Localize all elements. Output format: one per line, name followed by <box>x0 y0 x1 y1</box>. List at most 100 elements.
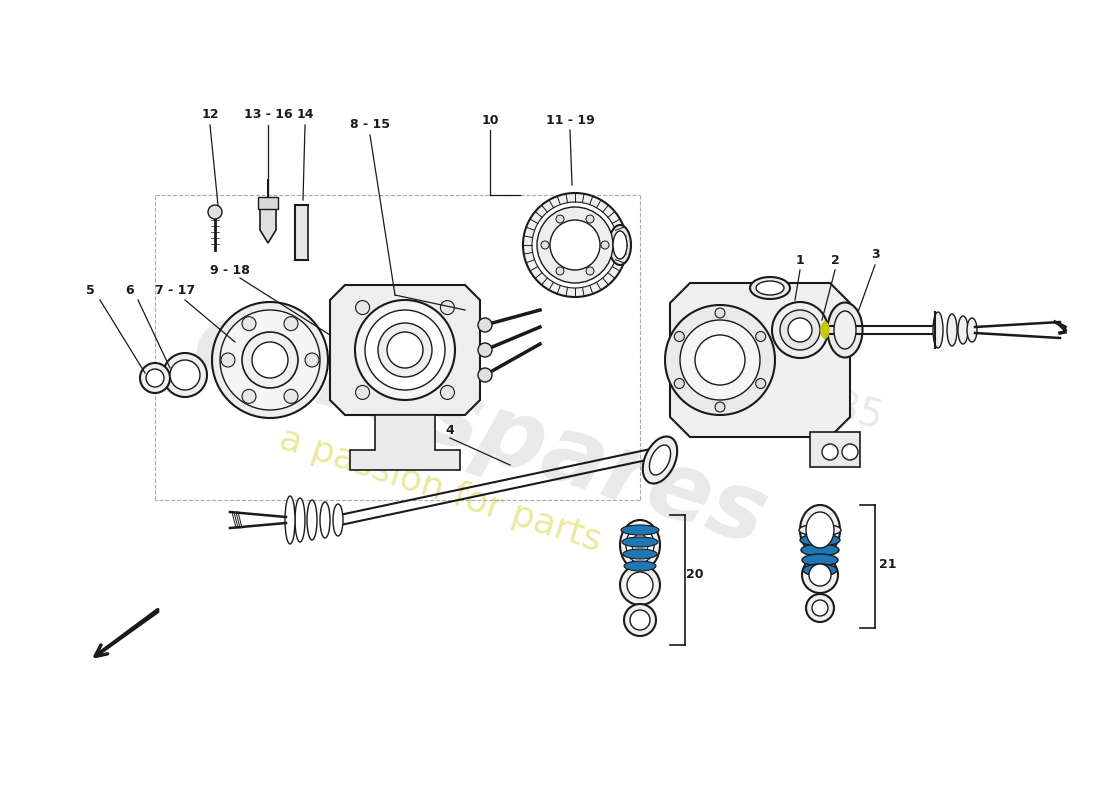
Circle shape <box>537 207 613 283</box>
Circle shape <box>220 310 320 410</box>
Ellipse shape <box>620 520 660 570</box>
Ellipse shape <box>800 534 840 546</box>
Circle shape <box>284 317 298 330</box>
Circle shape <box>387 332 424 368</box>
Circle shape <box>586 267 594 275</box>
Circle shape <box>440 301 454 314</box>
Circle shape <box>242 390 256 403</box>
Circle shape <box>695 335 745 385</box>
Circle shape <box>140 363 170 393</box>
Circle shape <box>550 220 600 270</box>
Circle shape <box>478 343 492 357</box>
Circle shape <box>208 205 222 219</box>
Text: 9 - 18: 9 - 18 <box>210 263 250 277</box>
Circle shape <box>537 207 613 283</box>
Ellipse shape <box>806 512 834 548</box>
Ellipse shape <box>803 564 837 576</box>
Ellipse shape <box>799 524 842 536</box>
Text: 5: 5 <box>86 283 95 297</box>
Ellipse shape <box>802 554 838 566</box>
Ellipse shape <box>623 549 657 559</box>
Circle shape <box>772 302 828 358</box>
Circle shape <box>378 323 432 377</box>
Circle shape <box>522 193 627 297</box>
Text: 21: 21 <box>879 558 896 571</box>
Text: since 1985: since 1985 <box>672 344 888 436</box>
Circle shape <box>715 402 725 412</box>
Ellipse shape <box>609 225 631 265</box>
Circle shape <box>532 202 618 288</box>
Ellipse shape <box>285 496 295 544</box>
Circle shape <box>556 267 564 275</box>
Polygon shape <box>330 285 480 415</box>
Circle shape <box>808 564 830 586</box>
Circle shape <box>620 565 660 605</box>
Circle shape <box>212 302 328 418</box>
Ellipse shape <box>613 231 627 259</box>
Ellipse shape <box>947 314 957 346</box>
Circle shape <box>284 390 298 403</box>
Circle shape <box>756 378 766 389</box>
Text: 12: 12 <box>201 109 219 122</box>
Text: a passion for parts: a passion for parts <box>275 422 605 558</box>
Circle shape <box>788 318 812 342</box>
Ellipse shape <box>958 316 968 344</box>
Circle shape <box>170 360 200 390</box>
Circle shape <box>715 308 725 318</box>
Text: 14: 14 <box>296 109 314 122</box>
Circle shape <box>252 342 288 378</box>
Ellipse shape <box>320 502 330 538</box>
Ellipse shape <box>307 500 317 540</box>
Ellipse shape <box>624 561 656 571</box>
Ellipse shape <box>295 498 305 542</box>
Circle shape <box>666 305 776 415</box>
Circle shape <box>478 318 492 332</box>
Circle shape <box>627 572 653 598</box>
Circle shape <box>822 444 838 460</box>
Polygon shape <box>810 432 860 467</box>
Polygon shape <box>670 283 850 437</box>
Ellipse shape <box>827 302 862 358</box>
Circle shape <box>163 353 207 397</box>
Circle shape <box>242 332 298 388</box>
Circle shape <box>780 310 820 350</box>
Polygon shape <box>350 415 460 470</box>
Circle shape <box>305 353 319 367</box>
Text: 7 - 17: 7 - 17 <box>155 283 195 297</box>
Circle shape <box>586 215 594 223</box>
Ellipse shape <box>621 525 659 535</box>
Polygon shape <box>260 207 276 243</box>
Circle shape <box>556 215 564 223</box>
Ellipse shape <box>642 437 678 483</box>
Text: 13 - 16: 13 - 16 <box>244 109 293 122</box>
Text: 20: 20 <box>686 569 704 582</box>
Text: 10: 10 <box>482 114 498 126</box>
Text: 1: 1 <box>795 254 804 266</box>
Ellipse shape <box>933 312 943 348</box>
Circle shape <box>674 331 684 342</box>
Ellipse shape <box>756 281 784 295</box>
Ellipse shape <box>750 277 790 299</box>
Circle shape <box>806 594 834 622</box>
Circle shape <box>756 331 766 342</box>
Circle shape <box>355 301 370 314</box>
Ellipse shape <box>649 445 671 475</box>
Bar <box>258 197 278 209</box>
Text: 4: 4 <box>446 423 454 437</box>
Text: 3: 3 <box>871 249 879 262</box>
Text: 6: 6 <box>125 283 134 297</box>
Bar <box>575 225 620 265</box>
Circle shape <box>601 241 609 249</box>
Circle shape <box>365 310 446 390</box>
Text: 2: 2 <box>830 254 839 266</box>
Circle shape <box>630 610 650 630</box>
Circle shape <box>478 368 492 382</box>
Circle shape <box>355 300 455 400</box>
Ellipse shape <box>967 318 977 342</box>
Circle shape <box>221 353 235 367</box>
Circle shape <box>146 369 164 387</box>
Text: 8 - 15: 8 - 15 <box>350 118 390 131</box>
Circle shape <box>812 600 828 616</box>
Ellipse shape <box>626 527 654 563</box>
Circle shape <box>541 241 549 249</box>
